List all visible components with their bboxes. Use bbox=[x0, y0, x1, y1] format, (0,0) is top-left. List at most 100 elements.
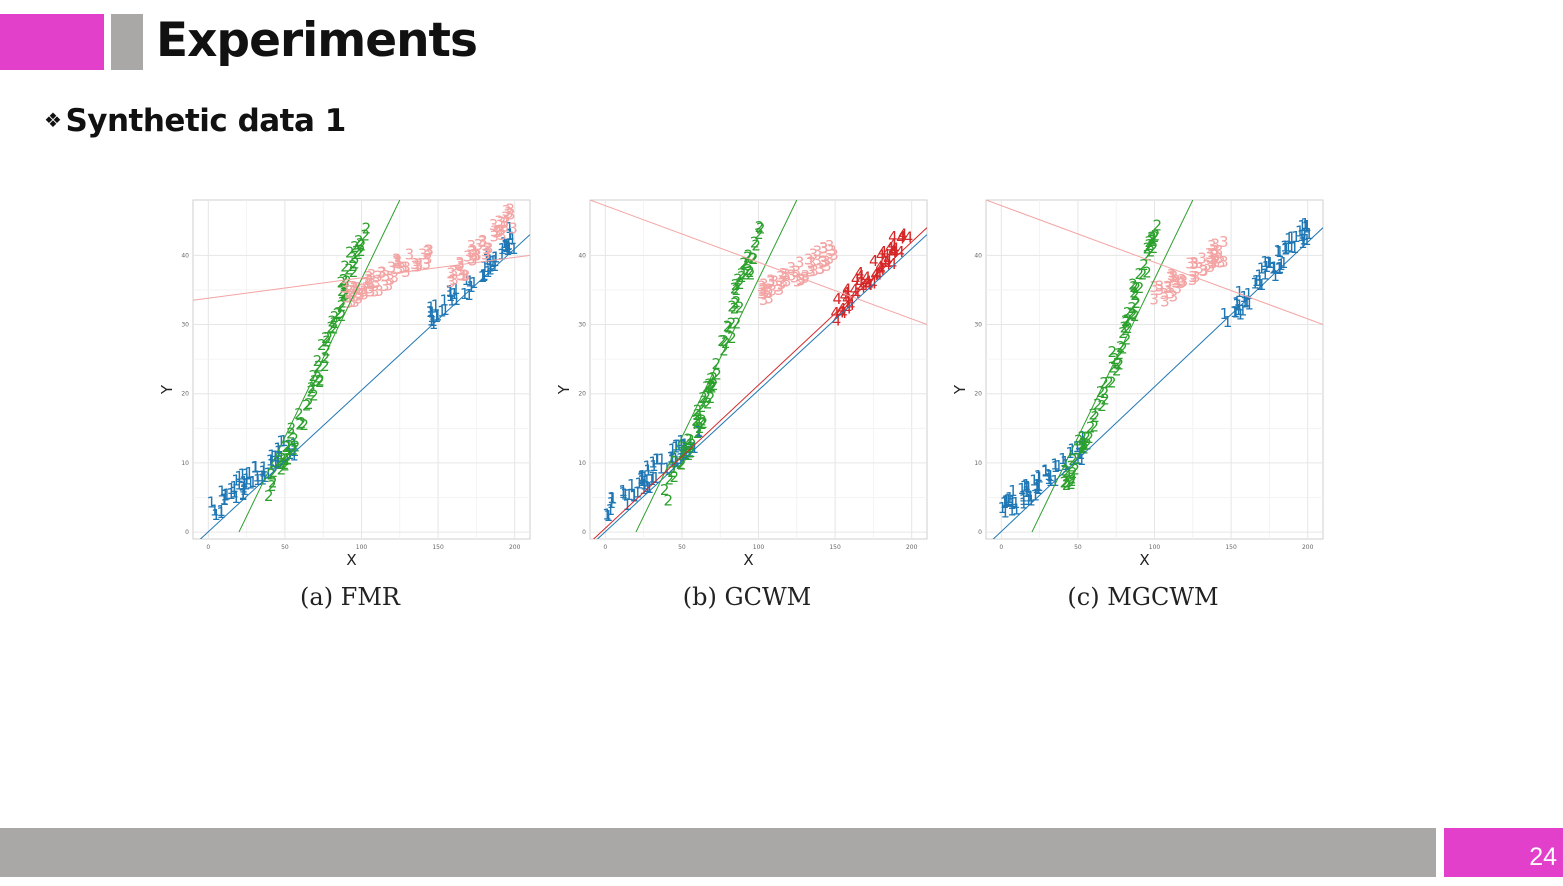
cluster-point: 1 bbox=[1304, 225, 1314, 243]
cluster-point: 1 bbox=[685, 442, 695, 460]
cluster-point: 2 bbox=[686, 443, 696, 461]
cluster-point: 3 bbox=[389, 268, 399, 286]
cluster-point: 3 bbox=[468, 242, 478, 260]
cluster-point: 3 bbox=[349, 278, 359, 296]
cluster-point: 3 bbox=[818, 253, 828, 271]
cluster-point: 3 bbox=[401, 259, 411, 277]
cluster-point: 2 bbox=[712, 355, 722, 373]
cluster-point: 1 bbox=[640, 468, 650, 486]
cluster-point: 1 bbox=[490, 257, 500, 275]
cluster-point: 2 bbox=[354, 232, 364, 250]
cluster-point: 3 bbox=[477, 233, 487, 251]
cluster-point: 3 bbox=[1198, 261, 1208, 279]
cluster-point: 1 bbox=[1265, 254, 1275, 272]
cluster-point: 2 bbox=[362, 220, 372, 238]
cluster-point: 1 bbox=[1302, 231, 1312, 249]
cluster-point: 3 bbox=[482, 240, 492, 258]
cluster-point: 2 bbox=[1118, 324, 1128, 342]
cluster-point: 1 bbox=[446, 283, 456, 301]
cluster-point: 3 bbox=[1190, 255, 1200, 273]
y-tick-label: 0 bbox=[185, 529, 189, 536]
cluster-point: 1 bbox=[482, 251, 492, 269]
cluster-point: 2 bbox=[724, 319, 734, 337]
cluster-point: 2 bbox=[730, 280, 740, 298]
cluster-point: 1 bbox=[1302, 217, 1312, 235]
cluster-point: 1 bbox=[482, 245, 492, 263]
cluster-point: 2 bbox=[680, 442, 690, 460]
cluster-point: 1 bbox=[1280, 238, 1290, 256]
cluster-point: 3 bbox=[800, 267, 810, 285]
cluster-point: 3 bbox=[805, 260, 815, 278]
cluster-point: 3 bbox=[492, 223, 502, 241]
cluster-point: 2 bbox=[339, 286, 349, 304]
cluster-point: 2 bbox=[693, 406, 703, 424]
cluster-point: 2 bbox=[342, 272, 352, 290]
cluster-point: 3 bbox=[1211, 253, 1221, 271]
cluster-point: 1 bbox=[1019, 487, 1029, 505]
cluster-point: 2 bbox=[350, 238, 360, 256]
cluster-point: 1 bbox=[1276, 256, 1286, 274]
cluster-point: 1 bbox=[1029, 472, 1039, 490]
cluster-point: 1 bbox=[504, 235, 514, 253]
cluster-point: 2 bbox=[1128, 275, 1138, 293]
cluster-point: 3 bbox=[758, 282, 768, 300]
cluster-point: 2 bbox=[1145, 236, 1155, 254]
cluster-point: 2 bbox=[755, 218, 765, 236]
y-tick-label: 40 bbox=[974, 252, 982, 259]
cluster-point: 1 bbox=[676, 450, 686, 468]
cluster-point: 2 bbox=[309, 386, 319, 404]
chart-caption-gcwm: (b) GCWM bbox=[682, 583, 812, 611]
cluster-point: 3 bbox=[478, 232, 488, 250]
regression-line bbox=[592, 227, 927, 539]
cluster-point: 1 bbox=[276, 432, 286, 450]
cluster-point: 1 bbox=[425, 303, 435, 321]
cluster-point: 3 bbox=[365, 279, 375, 297]
cluster-point: 2 bbox=[679, 439, 689, 457]
cluster-point: 3 bbox=[469, 247, 479, 265]
cluster-point: 3 bbox=[1159, 285, 1169, 303]
cluster-point: 3 bbox=[1194, 259, 1204, 277]
cluster-point: 2 bbox=[702, 378, 712, 396]
cluster-point: 3 bbox=[418, 245, 428, 263]
cluster-point: 1 bbox=[250, 458, 260, 476]
cluster-point: 2 bbox=[1108, 359, 1118, 377]
cluster-point: 2 bbox=[348, 257, 358, 275]
y-tick-label: 10 bbox=[181, 460, 189, 467]
cluster-point: 2 bbox=[1139, 256, 1149, 274]
cluster-point: 3 bbox=[806, 262, 816, 280]
cluster-point: 1 bbox=[1034, 467, 1044, 485]
cluster-point: 2 bbox=[735, 275, 745, 293]
cluster-point: 1 bbox=[503, 241, 513, 259]
cluster-point: 1 bbox=[1007, 495, 1017, 513]
cluster-point: 3 bbox=[377, 264, 387, 282]
cluster-point: 1 bbox=[1031, 487, 1041, 505]
cluster-point: 2 bbox=[698, 389, 708, 407]
cluster-point: 2 bbox=[1148, 232, 1158, 250]
cluster-point: 3 bbox=[392, 251, 402, 269]
cluster-point: 2 bbox=[1107, 343, 1117, 361]
cluster-point: 2 bbox=[754, 225, 764, 243]
cluster-point: 1 bbox=[1244, 295, 1254, 313]
x-tick-label: 150 bbox=[829, 544, 841, 551]
cluster-point: 1 bbox=[652, 451, 662, 469]
cluster-point: 1 bbox=[502, 238, 512, 256]
cluster-point: 2 bbox=[663, 491, 673, 509]
cluster-point: 1 bbox=[1050, 455, 1060, 473]
cluster-point: 2 bbox=[1129, 283, 1139, 301]
cluster-point: 1 bbox=[1273, 242, 1283, 260]
cluster-point: 3 bbox=[808, 245, 818, 263]
cluster-point: 2 bbox=[277, 461, 287, 479]
cluster-point: 1 bbox=[1022, 483, 1032, 501]
cluster-point: 3 bbox=[825, 250, 835, 268]
cluster-point: 1 bbox=[479, 266, 489, 284]
cluster-point: 3 bbox=[460, 266, 470, 284]
cluster-point: 4 bbox=[868, 274, 878, 292]
cluster-point: 1 bbox=[479, 267, 489, 285]
cluster-point: 4 bbox=[889, 244, 899, 262]
cluster-point: 2 bbox=[749, 250, 759, 268]
cluster-point: 1 bbox=[460, 285, 470, 303]
y-axis-label: Y bbox=[160, 384, 176, 395]
cluster-point: 1 bbox=[1257, 276, 1267, 294]
cluster-point: 3 bbox=[370, 283, 380, 301]
cluster-point: 2 bbox=[283, 451, 293, 469]
